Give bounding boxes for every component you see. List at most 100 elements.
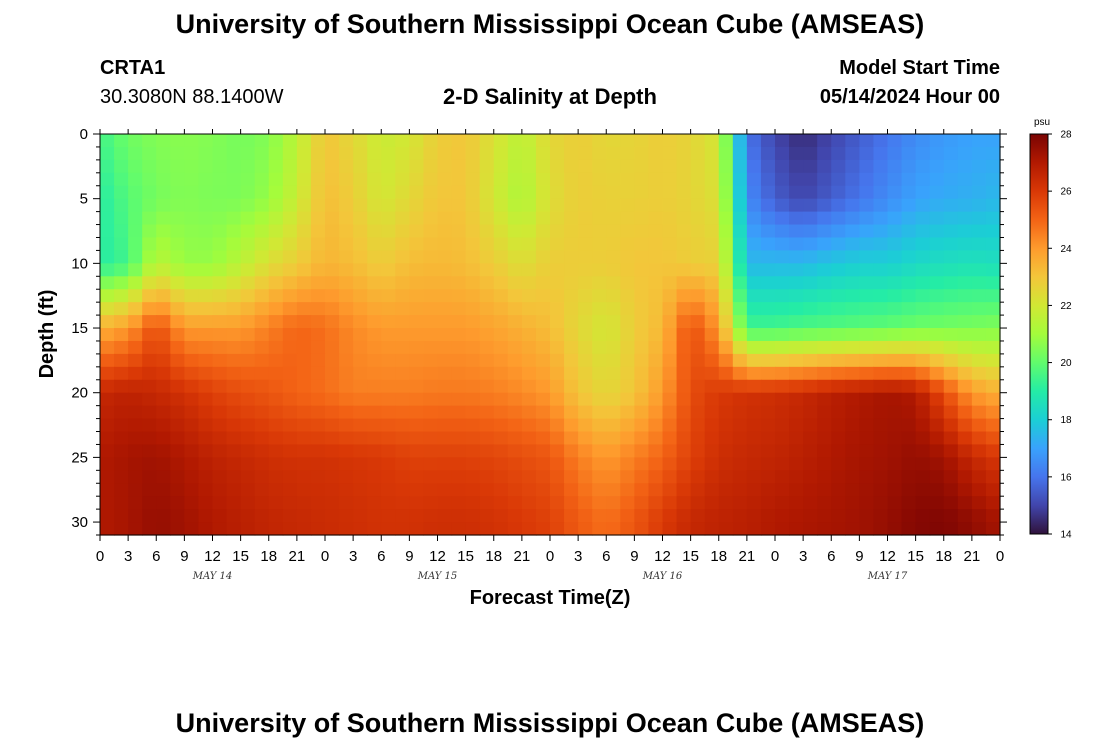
heatmap-cell: [957, 444, 973, 458]
heatmap-cell: [156, 418, 171, 433]
heatmap-cell: [465, 431, 481, 446]
heatmap-cell: [521, 457, 537, 471]
heatmap-cell: [212, 392, 228, 407]
heatmap-cell: [465, 444, 481, 458]
heatmap-cell: [381, 405, 396, 420]
heatmap-cell: [240, 392, 256, 407]
heatmap-cell: [831, 366, 846, 381]
heatmap-cell: [957, 405, 973, 420]
heatmap-cell: [156, 250, 171, 264]
heatmap-cell: [985, 379, 1001, 394]
heatmap-cell: [606, 328, 621, 342]
heatmap-cell: [184, 276, 200, 290]
heatmap-cell: [775, 340, 790, 355]
heatmap-cell: [620, 392, 635, 407]
heatmap-cell: [156, 340, 171, 355]
heatmap-cell: [170, 315, 185, 329]
heatmap-cell: [479, 444, 495, 458]
heatmap-cell: [915, 134, 931, 148]
heatmap-cell: [535, 483, 551, 497]
heatmap-cell: [465, 392, 481, 407]
heatmap-cell: [620, 250, 635, 264]
heatmap-cell: [606, 405, 621, 420]
heatmap-cell: [100, 263, 115, 277]
heatmap-cell: [704, 483, 720, 497]
heatmap-cell: [887, 185, 903, 200]
heatmap-cell: [114, 134, 129, 148]
heatmap-cell: [704, 146, 720, 161]
heatmap-cell: [437, 496, 453, 510]
heatmap-cell: [240, 263, 256, 277]
heatmap-cell: [760, 431, 776, 446]
heatmap-cell: [929, 509, 945, 523]
heatmap-cell: [493, 224, 509, 239]
heatmap-cell: [325, 198, 340, 213]
heatmap-cell: [254, 159, 270, 174]
heatmap-cell: [268, 457, 284, 471]
heatmap-cell: [212, 483, 228, 497]
heatmap-cell: [859, 405, 875, 420]
heatmap-cell: [550, 522, 565, 536]
heatmap-cell: [859, 418, 875, 433]
heatmap-cell: [746, 522, 762, 536]
heatmap-cell: [198, 263, 214, 277]
heatmap-cell: [451, 392, 467, 407]
heatmap-cell: [310, 211, 326, 226]
heatmap-cell: [100, 198, 115, 213]
heatmap-cell: [873, 198, 889, 213]
heatmap-cell: [310, 237, 326, 252]
heatmap-cell: [732, 431, 748, 446]
heatmap-cell: [620, 418, 635, 433]
heatmap-cell: [254, 418, 270, 433]
x-tick-label: 9: [630, 548, 638, 565]
heatmap-cell: [915, 315, 931, 329]
heatmap-cell: [943, 431, 959, 446]
heatmap-cell: [760, 224, 776, 239]
heatmap-cell: [353, 340, 368, 355]
heatmap-cell: [662, 198, 678, 213]
heatmap-cell: [170, 237, 185, 252]
heatmap-cell: [451, 134, 467, 148]
x-tick-label: 18: [710, 548, 727, 565]
heatmap-cell: [775, 250, 790, 264]
heatmap-cell: [339, 457, 354, 471]
heatmap-cell: [592, 250, 607, 264]
heatmap-cell: [451, 289, 467, 303]
heatmap-cell: [437, 237, 453, 252]
heatmap-cell: [367, 198, 382, 213]
heatmap-cell: [859, 211, 875, 226]
heatmap-cell: [971, 340, 987, 355]
heatmap-cell: [296, 172, 312, 187]
heatmap-cell: [971, 379, 987, 394]
heatmap-cell: [690, 134, 706, 148]
heatmap-cell: [817, 522, 832, 536]
heatmap-cell: [760, 522, 776, 536]
heatmap-cell: [817, 315, 832, 329]
heatmap-cell: [887, 444, 903, 458]
heatmap-cell: [845, 457, 860, 471]
heatmap-cell: [760, 457, 776, 471]
heatmap-cell: [395, 328, 410, 342]
heatmap-cell: [395, 353, 410, 368]
heatmap-cell: [521, 250, 537, 264]
heatmap-cell: [648, 328, 664, 342]
heatmap-cell: [873, 302, 889, 316]
heatmap-cell: [268, 353, 284, 368]
heatmap-cell: [648, 134, 664, 148]
heatmap-cell: [606, 379, 621, 394]
heatmap-cell: [845, 418, 860, 433]
heatmap-cell: [465, 496, 481, 510]
heatmap-cell: [564, 146, 579, 161]
heatmap-cell: [929, 457, 945, 471]
heatmap-cell: [817, 457, 832, 471]
heatmap-cell: [775, 405, 790, 420]
heatmap-cell: [943, 159, 959, 174]
heatmap-cell: [578, 302, 593, 316]
heatmap-cell: [493, 392, 509, 407]
heatmap-cell: [325, 315, 340, 329]
heatmap-cell: [915, 353, 931, 368]
heatmap-cell: [254, 405, 270, 420]
x-tick-label: 3: [124, 548, 132, 565]
heatmap-cell: [718, 289, 734, 303]
heatmap-cell: [662, 405, 678, 420]
